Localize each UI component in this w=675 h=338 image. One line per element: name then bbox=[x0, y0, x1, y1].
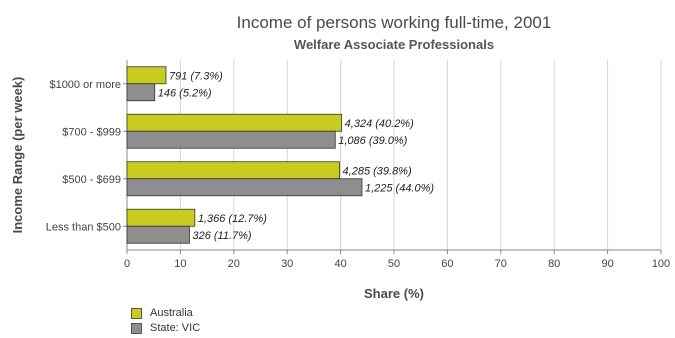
x-tick-label: 60 bbox=[441, 258, 453, 270]
x-tick-label: 0 bbox=[124, 258, 130, 270]
category-label: $700 - $999 bbox=[62, 126, 121, 138]
data-label: 146 (5.2%) bbox=[158, 87, 212, 99]
x-tick-label: 70 bbox=[495, 258, 507, 270]
legend-swatch-australia bbox=[131, 307, 142, 319]
data-label: 1,366 (12.7%) bbox=[198, 213, 267, 225]
legend-item-vic: State: VIC bbox=[131, 322, 200, 334]
x-tick-label: 20 bbox=[228, 258, 240, 270]
y-axis-title: Income Range (per week) bbox=[10, 77, 25, 234]
bar bbox=[126, 178, 363, 197]
category-label: Less than $500 bbox=[46, 221, 121, 233]
x-tick-label: 100 bbox=[652, 258, 670, 270]
x-tick-label: 30 bbox=[281, 258, 293, 270]
legend-label-australia: Australia bbox=[150, 307, 193, 319]
bar bbox=[126, 113, 343, 132]
category-label: $1000 or more bbox=[49, 79, 121, 91]
data-label: 4,324 (40.2%) bbox=[345, 118, 414, 130]
x-tick-label: 40 bbox=[334, 258, 346, 270]
data-label: 1,086 (39.0%) bbox=[338, 135, 407, 147]
data-label: 4,285 (39.8%) bbox=[343, 165, 412, 177]
data-label: 1,225 (44.0%) bbox=[365, 182, 434, 194]
x-tick-label: 10 bbox=[174, 258, 186, 270]
bar bbox=[126, 66, 167, 85]
x-tick-label: 90 bbox=[601, 258, 613, 270]
legend-swatch-vic bbox=[131, 322, 142, 334]
x-tick-label: 80 bbox=[548, 258, 560, 270]
category-label: $500 - $699 bbox=[62, 174, 121, 186]
data-label: 326 (11.7%) bbox=[192, 230, 251, 242]
legend-item-australia: Australia bbox=[131, 307, 193, 319]
chart-title: Income of persons working full-time, 200… bbox=[236, 13, 552, 32]
x-axis-title: Share (%) bbox=[364, 286, 424, 301]
bar bbox=[126, 225, 190, 244]
bar bbox=[126, 83, 156, 102]
bar bbox=[126, 161, 340, 180]
bar bbox=[126, 130, 336, 149]
data-label: 791 (7.3%) bbox=[169, 70, 223, 82]
x-tick-label: 50 bbox=[388, 258, 400, 270]
bar bbox=[126, 208, 196, 227]
chart-subtitle: Welfare Associate Professionals bbox=[293, 37, 495, 52]
legend-label-vic: State: VIC bbox=[150, 322, 201, 334]
